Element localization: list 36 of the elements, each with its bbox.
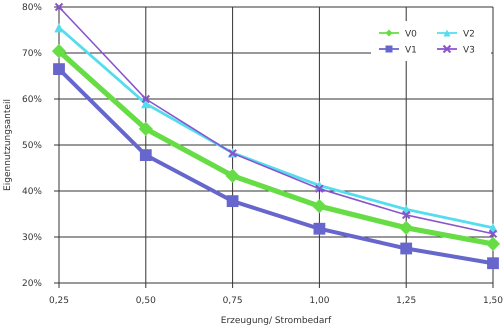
x-axis-title: Erzeugung/ Strombedarf bbox=[220, 316, 332, 326]
y-tick-label: 20% bbox=[22, 279, 42, 289]
legend-label: V3 bbox=[463, 46, 475, 56]
point bbox=[400, 242, 412, 254]
point bbox=[488, 229, 498, 238]
point bbox=[312, 199, 326, 214]
point bbox=[487, 257, 499, 270]
point bbox=[314, 184, 324, 194]
point bbox=[141, 94, 150, 104]
x-tick-label: 1,50 bbox=[482, 296, 504, 306]
point bbox=[486, 236, 500, 251]
x-tick-label: 1,00 bbox=[309, 296, 330, 306]
point bbox=[314, 222, 326, 235]
x-tick-label: 1,25 bbox=[396, 296, 416, 306]
y-tick-label: 50% bbox=[22, 141, 42, 151]
point bbox=[54, 23, 64, 32]
point bbox=[402, 210, 411, 220]
x-tick-label: 0,75 bbox=[222, 296, 243, 306]
legend-label: V2 bbox=[463, 30, 475, 40]
y-axis-title: Eigennutzungsanteil bbox=[3, 99, 13, 191]
x-tick-label: 0,50 bbox=[136, 296, 156, 306]
point bbox=[226, 168, 240, 183]
point bbox=[140, 149, 152, 162]
point bbox=[138, 122, 153, 136]
y-tick-label: 30% bbox=[22, 233, 42, 243]
point bbox=[226, 195, 238, 208]
point bbox=[52, 44, 66, 58]
legend-label: V0 bbox=[405, 30, 418, 40]
y-tick-label: 80% bbox=[22, 3, 42, 13]
point bbox=[399, 220, 414, 235]
y-tick-label: 60% bbox=[22, 95, 42, 105]
x-tick-label: 0,25 bbox=[48, 296, 70, 306]
point bbox=[53, 63, 65, 75]
legend-label: V1 bbox=[405, 46, 417, 56]
y-tick-label: 70% bbox=[22, 49, 42, 59]
y-tick-label: 40% bbox=[22, 187, 42, 197]
